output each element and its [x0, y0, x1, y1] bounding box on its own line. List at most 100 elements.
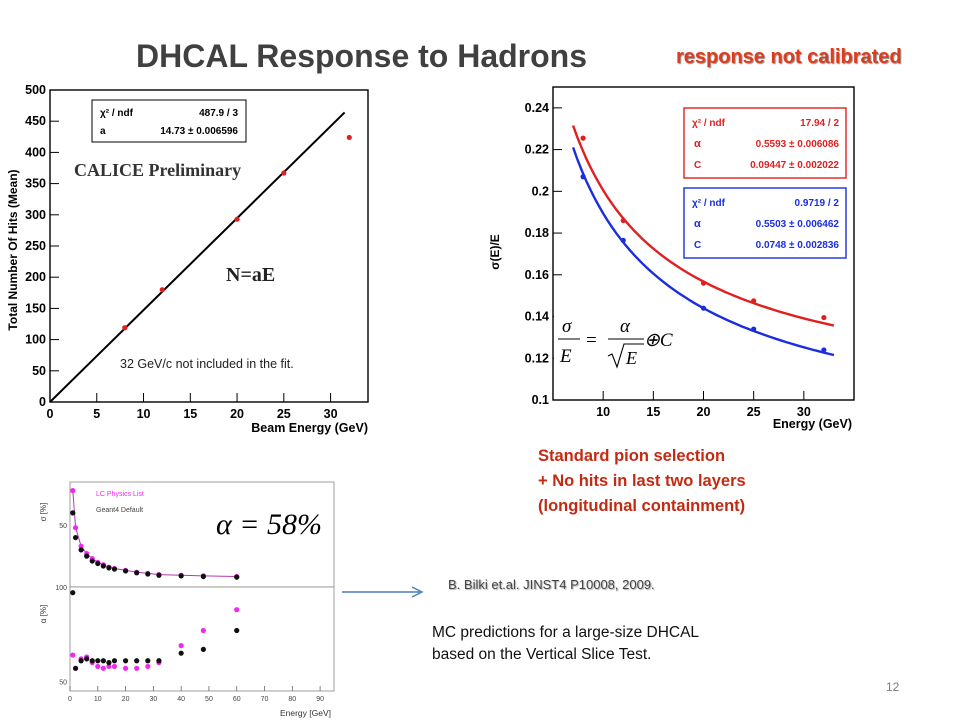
- chart1-ytick-label: 300: [25, 208, 46, 222]
- chart2-blue-stat-value-0: 0.9719 / 2: [795, 198, 840, 209]
- chart2-xtick-label: 30: [797, 405, 811, 419]
- chart2-ytick-label: 0.12: [525, 351, 549, 365]
- chart3-bottom-ylabel: α [%]: [39, 605, 48, 623]
- chart3-bottom-panel-point-1: [78, 658, 84, 664]
- formula-e2: E: [625, 348, 637, 368]
- chart1-note: 32 GeV/c not included in the fit.: [120, 357, 294, 371]
- chart2-xlabel: Energy (GeV): [773, 417, 852, 431]
- chart2-point-1: [620, 237, 626, 243]
- chart2-red-stat-label-2: C: [694, 160, 701, 171]
- chart2-blue-stat-label-2: C: [694, 240, 701, 251]
- formula-e1: E: [559, 346, 572, 367]
- chart3-top-panel-point-1: [156, 572, 162, 578]
- chart1-xtick-label: 0: [47, 407, 54, 421]
- chart3-bottom-panel-point-1: [111, 658, 118, 664]
- chart1-stat-value-1: 14.73 ± 0.006596: [160, 126, 238, 137]
- resolution-chart: 10 15 20 25 30 0.1 0.12 0.14 0.16 0.18 0.2 0.22 0.24…: [488, 86, 855, 431]
- chart3-bottom-panel-point-0: [134, 665, 140, 671]
- chart2-blue-stat-value-1: 0.5503 ± 0.006462: [756, 219, 840, 230]
- chart3-top-panel-point-0: [70, 488, 76, 494]
- chart3-bottom-panel-point-0: [200, 627, 206, 634]
- chart2-ytick-label: 0.24: [525, 101, 549, 115]
- chart3-top-panel-point-1: [178, 573, 184, 579]
- chart3-bottom-panel-point-1: [134, 658, 140, 664]
- selection-line-1: Standard pion selection: [538, 447, 726, 465]
- chart1-xtick-label: 10: [137, 407, 151, 421]
- chart3-top-curve: [72, 490, 237, 577]
- chart3-bottom-panel-point-1: [84, 656, 90, 662]
- chart3-bottom-panel-point-1: [89, 658, 95, 664]
- chart2-point-1: [751, 326, 757, 332]
- arrow-connector: [342, 586, 424, 598]
- chart2-point-0: [821, 314, 827, 321]
- selection-note: Standard pion selection + No hits in las…: [538, 444, 746, 519]
- chart3-xtick-label: 60: [233, 696, 241, 703]
- chart2-point-0: [580, 135, 586, 141]
- chart1-ytick-label: 50: [32, 364, 46, 378]
- chart3-bottom-panel-point-1: [122, 658, 129, 664]
- mc-line-1: MC predictions for a large-size DHCAL: [432, 624, 700, 641]
- chart3-top-panel-point-1: [111, 566, 118, 572]
- chart3-top-panel-point-1: [200, 573, 206, 580]
- chart3-top-panel-point-1: [95, 560, 101, 567]
- chart1-calice-label: CALICE Preliminary: [74, 160, 241, 180]
- chart2-red-stat-value-1: 0.5593 ± 0.006086: [756, 139, 840, 150]
- chart1-ytick-label: 100: [25, 333, 46, 347]
- page-title: DHCAL Response to Hadrons: [136, 38, 588, 74]
- chart2-ytick-label: 0.2: [532, 184, 549, 198]
- chart3-top-panel-point-0: [72, 525, 79, 531]
- chart3-bottom-panel-point-0: [106, 663, 112, 670]
- chart3-bottom-panel-point-1: [145, 658, 151, 664]
- chart3-top-ytick-label: 50: [59, 523, 67, 530]
- chart3-xtick-label: 80: [288, 696, 296, 703]
- chart2-red-stat-value-2: 0.09447 ± 0.002022: [750, 160, 839, 171]
- mc-prediction-chart: 0 10 20 30 40 50 60 70 80 90 50 50 100 σ [%] α [%] E…: [39, 481, 335, 718]
- chart1-stats-box: [91, 99, 247, 143]
- chart3-top-panel-point-1: [234, 574, 240, 580]
- chart3-bottom-panel-point-0: [234, 607, 240, 613]
- chart3-annotation: α = 58%: [216, 508, 322, 541]
- chart3-top-panel-point-1: [89, 558, 95, 564]
- chart3-xtick-label: 20: [122, 696, 130, 703]
- chart3-xtick-label: 90: [316, 696, 324, 703]
- chart3-top-panel-point-1: [72, 534, 79, 541]
- chart3-top-panel-point-1: [100, 563, 106, 569]
- page-number: 12: [886, 680, 900, 694]
- chart3-xtick-label: 10: [94, 696, 102, 703]
- chart2-red-stat-value-0: 17.94 / 2: [800, 118, 839, 129]
- chart1-ytick-label: 200: [25, 270, 46, 284]
- chart1-ytick-label: 450: [25, 114, 46, 128]
- chart2-ytick-label: 0.22: [525, 143, 549, 157]
- chart1-stat-label-0: χ² / ndf: [100, 108, 134, 119]
- chart1-xlabel: Beam Energy (GeV): [251, 421, 368, 435]
- chart3-legend-lc: LC Physics List: [96, 491, 144, 498]
- chart2-ytick-label: 0.1: [532, 393, 549, 407]
- chart3-xtick-label: 50: [205, 696, 213, 703]
- chart3-top-panel-point-1: [134, 570, 140, 576]
- chart1-ytick-label: 250: [25, 239, 46, 253]
- chart3-bottom-panel-point-1: [234, 627, 240, 634]
- chart3-bottom-panel-point-0: [178, 643, 184, 649]
- chart1-formula: N=aE: [226, 264, 275, 286]
- chart1-point: [346, 134, 352, 141]
- chart2-ytick-label: 0.18: [525, 226, 549, 240]
- chart3-bottom-panel-point-0: [122, 665, 129, 671]
- chart1-point: [159, 287, 165, 293]
- chart1-ytick-label: 150: [25, 301, 46, 315]
- mc-note: MC predictions for a large-size DHCAL ba…: [432, 622, 699, 666]
- chart2-point-0: [620, 217, 626, 224]
- chart3-xtick-label: 70: [261, 696, 269, 703]
- chart3-bottom-panel-point-0: [145, 663, 151, 670]
- reference-citation: B. Bilki et.al. JINST4 P10008, 2009.: [448, 577, 655, 592]
- chart1-xtick-label: 20: [230, 407, 244, 421]
- chart2-red-stat-label-0: χ² / ndf: [692, 118, 726, 129]
- chart2-stats-box-blue: [683, 187, 847, 259]
- linear-response-chart: 0 5 10 15 20 25 300501001502002503003504004505…: [6, 83, 369, 435]
- chart2-xtick-label: 20: [697, 405, 711, 419]
- chart1-ylabel: Total Number Of Hits (Mean): [6, 169, 20, 330]
- chart1-xtick-label: 15: [183, 407, 197, 421]
- chart1-point: [281, 170, 287, 176]
- calibration-badge: response not calibrated: [676, 46, 902, 68]
- chart3-bottom-panel-point-1: [178, 650, 184, 656]
- chart1-xtick-label: 25: [277, 407, 291, 421]
